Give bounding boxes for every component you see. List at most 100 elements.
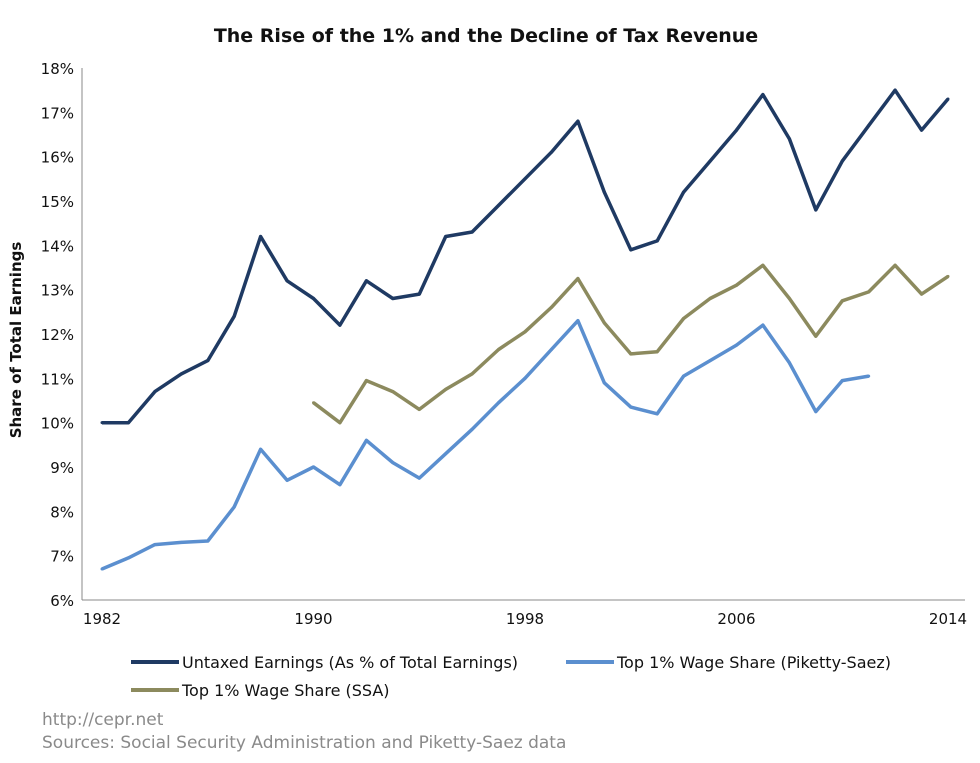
data-point bbox=[761, 93, 765, 97]
x-tick-label: 1982 bbox=[83, 610, 121, 628]
x-tick-label: 1990 bbox=[294, 610, 332, 628]
x-tick-label: 1998 bbox=[506, 610, 544, 628]
sources-note: Sources: Social Security Administration … bbox=[42, 733, 567, 753]
data-point bbox=[232, 314, 236, 318]
y-tick-label: 8% bbox=[50, 503, 74, 521]
data-point bbox=[920, 128, 924, 132]
data-point bbox=[814, 334, 818, 338]
data-point bbox=[946, 97, 950, 101]
data-point bbox=[338, 421, 342, 425]
data-point bbox=[364, 279, 368, 283]
x-tick-label: 2014 bbox=[929, 610, 967, 628]
data-point bbox=[497, 348, 501, 352]
data-point bbox=[602, 321, 606, 325]
data-point bbox=[338, 323, 342, 327]
y-tick-label: 7% bbox=[50, 548, 74, 566]
data-point bbox=[629, 352, 633, 356]
data-point bbox=[232, 505, 236, 509]
data-point bbox=[629, 248, 633, 252]
data-point bbox=[179, 540, 183, 544]
data-point bbox=[840, 159, 844, 163]
data-point bbox=[470, 230, 474, 234]
data-point bbox=[364, 379, 368, 383]
data-point bbox=[259, 234, 263, 238]
y-tick-label: 14% bbox=[41, 237, 74, 255]
data-point bbox=[364, 438, 368, 442]
data-point bbox=[417, 292, 421, 296]
series-line-2 bbox=[101, 318, 869, 571]
data-point bbox=[100, 421, 104, 425]
data-point bbox=[655, 412, 659, 416]
data-point bbox=[708, 297, 712, 301]
data-point bbox=[708, 159, 712, 163]
data-point bbox=[629, 405, 633, 409]
data-point bbox=[735, 283, 738, 287]
data-point bbox=[761, 263, 765, 267]
data-point bbox=[285, 478, 289, 482]
data-point bbox=[602, 190, 606, 194]
data-point bbox=[682, 374, 686, 378]
data-point bbox=[126, 421, 130, 425]
series-line-1 bbox=[102, 88, 950, 425]
data-point bbox=[470, 372, 474, 376]
y-tick-label: 6% bbox=[50, 592, 74, 610]
y-axis-label: Share of Total Earnings bbox=[7, 242, 25, 439]
y-tick-label: 13% bbox=[41, 282, 74, 300]
data-point bbox=[523, 330, 527, 334]
series-line-3 bbox=[312, 263, 949, 425]
source-url: http://cepr.net bbox=[42, 710, 164, 730]
data-point bbox=[312, 465, 315, 469]
data-point bbox=[814, 410, 818, 414]
data-point bbox=[893, 263, 897, 267]
data-point bbox=[549, 348, 553, 352]
data-point bbox=[417, 476, 421, 480]
data-point bbox=[312, 297, 315, 301]
data-point bbox=[497, 401, 501, 405]
y-tick-label: 15% bbox=[41, 193, 74, 211]
data-point bbox=[153, 543, 157, 547]
data-point bbox=[444, 452, 448, 456]
data-point bbox=[312, 401, 315, 405]
y-tick-label: 17% bbox=[41, 104, 74, 122]
data-point bbox=[602, 381, 606, 385]
data-point bbox=[391, 461, 395, 465]
data-point bbox=[655, 239, 659, 243]
data-point bbox=[497, 203, 501, 207]
data-point bbox=[549, 305, 553, 309]
data-point bbox=[126, 556, 130, 560]
data-point bbox=[787, 297, 791, 301]
data-point bbox=[576, 119, 580, 123]
data-point bbox=[814, 208, 818, 212]
data-point bbox=[787, 137, 791, 141]
data-point bbox=[576, 319, 580, 323]
data-point bbox=[391, 297, 395, 301]
data-point bbox=[285, 279, 289, 283]
chart-title: The Rise of the 1% and the Decline of Ta… bbox=[214, 25, 758, 47]
y-tick-label: 16% bbox=[41, 149, 74, 167]
data-point bbox=[946, 274, 950, 278]
y-tick-label: 9% bbox=[50, 459, 74, 477]
data-point bbox=[867, 124, 871, 128]
data-point bbox=[549, 150, 553, 154]
data-point bbox=[840, 299, 844, 303]
data-point bbox=[153, 390, 157, 394]
data-point bbox=[338, 483, 342, 487]
data-point bbox=[576, 277, 580, 281]
data-point bbox=[682, 316, 686, 320]
data-point bbox=[523, 177, 527, 181]
data-point bbox=[761, 323, 765, 327]
line-chart: The Rise of the 1% and the Decline of Ta… bbox=[7, 25, 967, 700]
data-point bbox=[787, 361, 791, 365]
data-point bbox=[206, 359, 210, 363]
data-point bbox=[259, 447, 263, 451]
y-tick-label: 11% bbox=[41, 370, 74, 388]
y-tick-label: 18% bbox=[41, 60, 74, 78]
legend-label: Top 1% Wage Share (SSA) bbox=[181, 681, 390, 700]
x-tick-label: 2006 bbox=[717, 610, 755, 628]
data-point bbox=[179, 372, 183, 376]
data-point bbox=[391, 390, 395, 394]
y-tick-label: 12% bbox=[41, 326, 74, 344]
data-point bbox=[735, 343, 738, 347]
data-point bbox=[708, 359, 712, 363]
